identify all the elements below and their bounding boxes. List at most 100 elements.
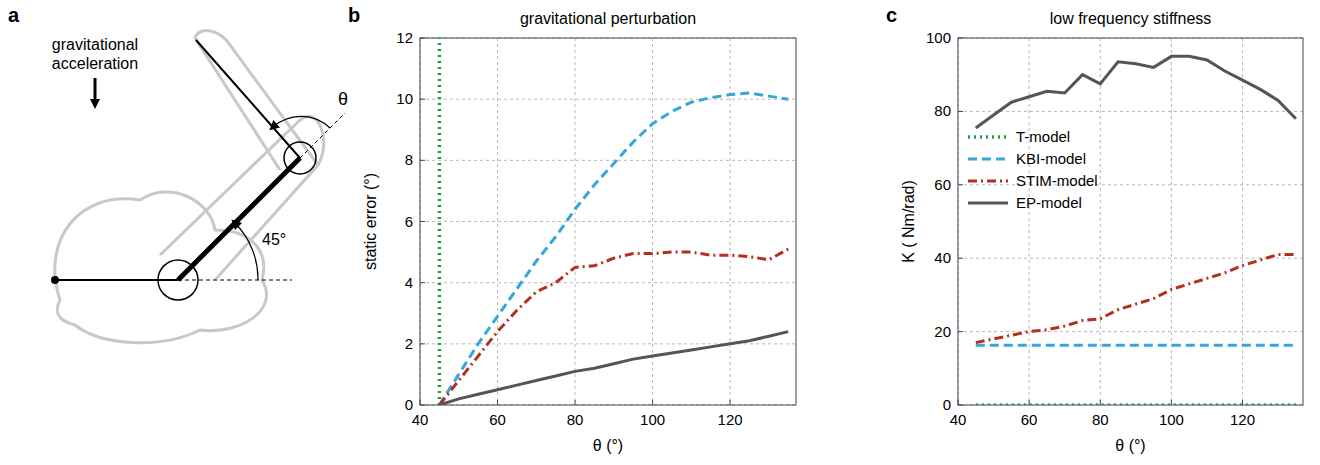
tick-label: 60 <box>934 176 951 193</box>
x-axis-title: θ (°) <box>1115 437 1145 454</box>
tick <box>958 405 963 406</box>
tick <box>420 400 421 405</box>
tick <box>420 160 425 161</box>
chart-title: low frequency stiffness <box>1050 10 1212 27</box>
grid-line <box>958 258 1303 259</box>
tick <box>1242 400 1243 405</box>
elbow-angle-arc <box>273 116 330 128</box>
gravity-label: gravitational acceleration <box>52 36 138 72</box>
series-line <box>438 38 442 405</box>
tick-label: 60 <box>1021 411 1038 428</box>
tick-label: 40 <box>934 249 951 266</box>
panel-label: c <box>886 4 897 26</box>
series-line <box>439 332 788 405</box>
tick-label: 0 <box>405 396 413 413</box>
tick <box>958 331 963 332</box>
tick <box>575 400 576 405</box>
tick <box>652 400 653 405</box>
gravity-label-line: gravitational <box>52 36 138 53</box>
legend-label: KBI-model <box>1016 150 1086 167</box>
tick-label: 4 <box>405 274 413 291</box>
upper-arm <box>178 158 300 280</box>
grid-line <box>958 184 1303 185</box>
chart-b: bgravitational perturbation4060801001200… <box>348 4 796 454</box>
tick <box>1029 400 1030 405</box>
tick-label: 6 <box>405 213 413 230</box>
tick-label: 100 <box>926 29 951 46</box>
tick <box>420 221 425 222</box>
tick-label: 100 <box>640 411 665 428</box>
tick-label: 0 <box>943 396 951 413</box>
tick <box>958 184 963 185</box>
elbow-joint <box>284 142 316 174</box>
tick-label: 40 <box>950 411 967 428</box>
series-line <box>439 93 788 405</box>
forearm <box>196 40 300 158</box>
shoulder-line <box>55 279 178 281</box>
tick-label: 60 <box>489 411 506 428</box>
legend-swatch <box>968 180 1008 183</box>
series-line <box>976 56 1296 128</box>
tick <box>497 400 498 405</box>
shoulder-angle-arc <box>235 223 258 280</box>
legend-label: EP-model <box>1016 194 1082 211</box>
tick-label: 80 <box>934 102 951 119</box>
gravity-arrow <box>94 78 97 104</box>
lines <box>439 38 788 405</box>
y-axis-title: static error (°) <box>362 173 379 270</box>
legend-swatch <box>968 202 1008 205</box>
tick-label: 12 <box>396 29 413 46</box>
forearm-outline <box>195 31 318 170</box>
shoulder-end <box>51 276 59 284</box>
body-outline <box>55 192 267 343</box>
tick <box>958 258 963 259</box>
plot-frame <box>958 38 1303 405</box>
tick-label: 2 <box>405 335 413 352</box>
lines <box>976 56 1296 405</box>
tick-label: 80 <box>567 411 584 428</box>
grid-line <box>1100 38 1101 405</box>
tick <box>420 99 425 100</box>
x-axis-title: θ (°) <box>593 437 623 454</box>
grid-line <box>1171 38 1172 405</box>
tick <box>420 282 425 283</box>
legend-label: STIM-model <box>1016 172 1098 189</box>
tick <box>730 400 731 405</box>
shoulder-angle-label: 45° <box>262 231 286 248</box>
tick <box>420 343 425 344</box>
grid-line <box>420 160 796 161</box>
legend-swatch <box>968 158 1008 161</box>
grid-line <box>420 221 796 222</box>
tick-label: 80 <box>1092 411 1109 428</box>
grid-line <box>1029 38 1030 405</box>
grid-line <box>420 99 796 100</box>
tick <box>958 111 963 112</box>
tick <box>1100 400 1101 405</box>
grid-line <box>652 38 653 405</box>
chart-title: gravitational perturbation <box>520 10 696 27</box>
panel-label: b <box>348 4 360 26</box>
tick <box>958 400 959 405</box>
grid-line <box>497 38 498 405</box>
series-line <box>976 255 1296 343</box>
shoulder-joint <box>158 260 198 300</box>
reference-line <box>178 280 292 281</box>
series-line <box>976 344 1296 347</box>
tick-label: 20 <box>934 323 951 340</box>
chart-c: clow frequency stiffness4060801001200204… <box>886 4 1303 454</box>
legend: T-model KBI-model STIM-model EP-model <box>968 128 1098 211</box>
tick-label: 120 <box>718 411 743 428</box>
grid-line <box>420 282 796 283</box>
plot-frame <box>420 38 796 405</box>
tick <box>420 38 425 39</box>
series-line <box>439 249 788 405</box>
panel-a: a45°θgravitationalacceleration <box>8 4 348 343</box>
gravity-label-line: acceleration <box>52 55 138 72</box>
panel-label: a <box>8 4 20 26</box>
legend-label: T-model <box>1016 128 1070 145</box>
grid-line <box>958 111 1303 112</box>
tick <box>420 405 425 406</box>
tick-label: 100 <box>1159 411 1184 428</box>
grid-line <box>575 38 576 405</box>
y-axis-title: K ( Nm/rad) <box>900 180 917 263</box>
